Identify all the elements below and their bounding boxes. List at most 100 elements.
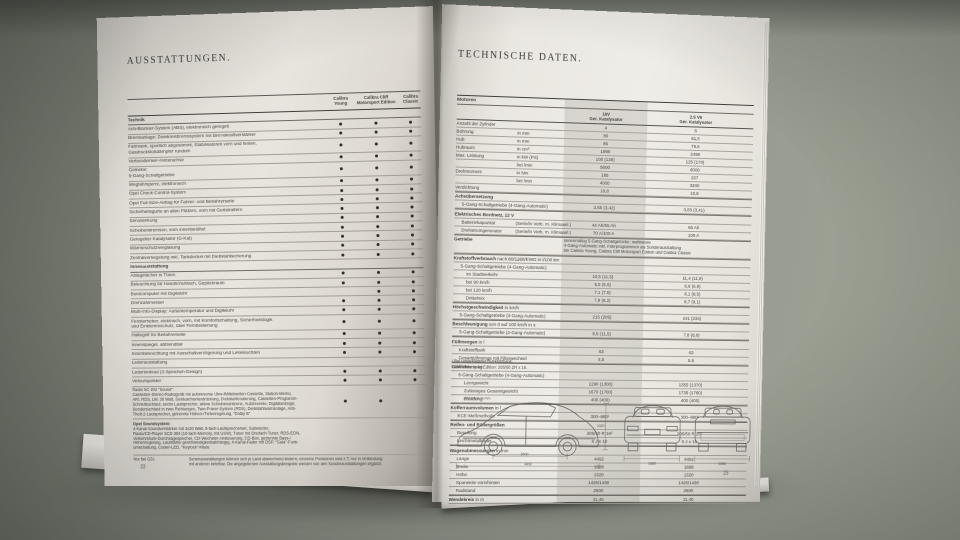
bullet-dot bbox=[378, 369, 382, 373]
bullet-dot bbox=[411, 251, 415, 256]
bullet-dot bbox=[412, 319, 416, 323]
spec-value-col2: 100 A bbox=[687, 232, 700, 238]
bullet-dot bbox=[377, 308, 381, 312]
spec-label: 5-Gang-Schaltgetriebe (4-Gang-Automatic) bbox=[460, 263, 547, 271]
spec-value-col1: 5,5 (5,9) bbox=[594, 281, 611, 288]
spec-label: Hubraum bbox=[456, 144, 475, 151]
spec-value-col2: 11,4 (11,8) bbox=[682, 275, 703, 282]
bullet-dot bbox=[378, 350, 382, 354]
bullet-dot bbox=[343, 399, 347, 403]
spec-label: Getriebe bbox=[454, 236, 473, 242]
bullet-dot bbox=[342, 332, 346, 336]
spec-unit: bei /min bbox=[516, 178, 533, 184]
bullet-dot bbox=[342, 320, 346, 324]
left-page-title: AUSSTATTUNGEN. bbox=[126, 52, 232, 67]
spec-label: Radstand bbox=[455, 488, 476, 494]
spec-value-col1: 100 (136) bbox=[595, 156, 615, 163]
spec-value-col2: 227 bbox=[691, 175, 699, 181]
bullet-dot bbox=[378, 378, 382, 382]
spec-label: Batteriekapazität bbox=[461, 219, 496, 225]
bullet-dot bbox=[339, 122, 343, 126]
spec-value-col2: 5,5 bbox=[687, 357, 695, 363]
spec-value-col1: 9,5 (11,5) bbox=[592, 331, 611, 337]
spec-value-col1: 5600 bbox=[600, 164, 611, 171]
spec-label: im Stadtverkehr bbox=[466, 271, 498, 278]
bullet-dot bbox=[340, 216, 344, 220]
spec-value-col2: 3,83 (3,41) bbox=[683, 207, 705, 214]
left-page-number: 22 bbox=[140, 464, 146, 471]
spec-label: Wendekreis in m bbox=[448, 497, 485, 503]
spec-label: Elektrisches Bordnetz, 12 V bbox=[454, 210, 515, 218]
spec-value-col2: 8,7 (9,1) bbox=[684, 299, 701, 305]
bullet-dot bbox=[411, 279, 415, 283]
spec-value-col2: 1355 (1370) bbox=[678, 382, 703, 388]
spec-section-row: Wendekreis in m 11,40 11,40 bbox=[448, 494, 746, 505]
right-footnote-line: ² Cliff Motorsport Edition: 205/50 ZR x … bbox=[451, 364, 528, 371]
bullet-dot bbox=[410, 196, 414, 200]
bullet-dot bbox=[375, 154, 379, 158]
car-rear-view-drawing: 1688 bbox=[689, 402, 756, 466]
spec-value-col2: 11,40 bbox=[682, 497, 694, 502]
equipment-label: Velourspolster bbox=[132, 378, 162, 385]
bullet-dot bbox=[341, 280, 345, 284]
spec-value-col2: 7,8 (8,8) bbox=[683, 333, 700, 339]
equipment-column-header-3: Calibra Classic bbox=[402, 93, 419, 104]
spec-value-col2: 10,8 bbox=[690, 191, 699, 197]
bullet-dot bbox=[341, 243, 345, 247]
spec-label: Max. Leistung bbox=[455, 152, 485, 159]
spec-value-col2: 241 (234) bbox=[682, 316, 702, 322]
spec-label: Drehstromgenerator bbox=[461, 227, 502, 234]
bullet-dot bbox=[409, 129, 413, 133]
bullet-dot bbox=[341, 271, 345, 275]
bullet-dot bbox=[377, 298, 381, 302]
equipment-label: Radio SC 202 "Sound": Cassetten-Stereo-Ra… bbox=[132, 387, 298, 417]
bullet-dot bbox=[410, 224, 414, 228]
bullet-dot bbox=[410, 187, 414, 191]
spec-value-col2: 2600 bbox=[683, 488, 694, 494]
bullet-dot bbox=[340, 207, 344, 211]
spec-label: Höchstgeschwindigkeit in km/h bbox=[452, 304, 520, 311]
bullet-dot bbox=[375, 178, 379, 182]
spec-value-col1: 70 A/100 A bbox=[592, 230, 615, 236]
bullet-dot bbox=[409, 120, 413, 124]
length-dim: 4492 bbox=[524, 462, 532, 466]
spec-value-col2: 6,6 (6,9) bbox=[684, 283, 701, 289]
bullet-dot bbox=[375, 206, 379, 210]
spec-column-header-2: 2.5 V6 Ger. Katalysator bbox=[679, 114, 713, 125]
equipment-label: Multi-Info-Display: Außentemperatur und … bbox=[131, 308, 235, 316]
spec-label: bei 120 km/h bbox=[465, 287, 492, 294]
spec-value-col1: 185 bbox=[601, 172, 609, 178]
spec-label: Verdichtung bbox=[455, 184, 480, 191]
spec-value-col1: 44 Ah/55 Ah bbox=[591, 222, 616, 228]
bullet-dot bbox=[339, 167, 343, 171]
spec-row: Radstand 2600 2600 bbox=[448, 486, 747, 495]
bullet-dot bbox=[411, 289, 415, 293]
right-page-number: 23 bbox=[723, 470, 729, 477]
spec-label: Hub bbox=[456, 136, 465, 142]
bullet-dot bbox=[410, 233, 414, 237]
spec-unit: (Serie/in Verb. m. Klimaanl.) bbox=[515, 228, 572, 235]
spec-label: Kraftstofftank bbox=[458, 346, 486, 353]
bullet-dot bbox=[412, 350, 417, 354]
spec-value-col1: 10,8 bbox=[600, 188, 609, 194]
equipment-label: Haltegriff für Beifahrerseite bbox=[131, 333, 186, 339]
bullet-dot bbox=[413, 368, 417, 372]
equipment-label: Drehzahlmesser bbox=[130, 300, 165, 307]
left-page: AUSSTATTUNGEN. Calibra Young Calibra Cliff… bbox=[96, 6, 442, 487]
spec-value-col1: 2600 bbox=[593, 488, 604, 494]
option-block-line: umschaltung, Codier-LED, "Keylock"-Mode bbox=[133, 445, 210, 451]
motoren-label: Motoren bbox=[456, 97, 477, 103]
spec-value-col1: 3,55 (3,42) bbox=[593, 205, 615, 211]
page-edge-lines bbox=[754, 21, 770, 487]
spec-value-col1: 63 bbox=[598, 348, 604, 354]
spec-value-col2: 66 Ah bbox=[688, 224, 700, 230]
spec-unit: in Nm bbox=[516, 170, 529, 176]
bullet-dot bbox=[376, 215, 380, 219]
spec-value-col1: 10,5 (11,5) bbox=[592, 273, 614, 280]
spec-value-col2: 8,1 (8,5) bbox=[684, 291, 701, 297]
spec-value-col1: 7,9 (8,2) bbox=[594, 297, 611, 304]
bullet-dot bbox=[343, 350, 347, 354]
spec-value-col1: 4,5 bbox=[597, 356, 605, 362]
bullet-dot bbox=[410, 214, 414, 218]
